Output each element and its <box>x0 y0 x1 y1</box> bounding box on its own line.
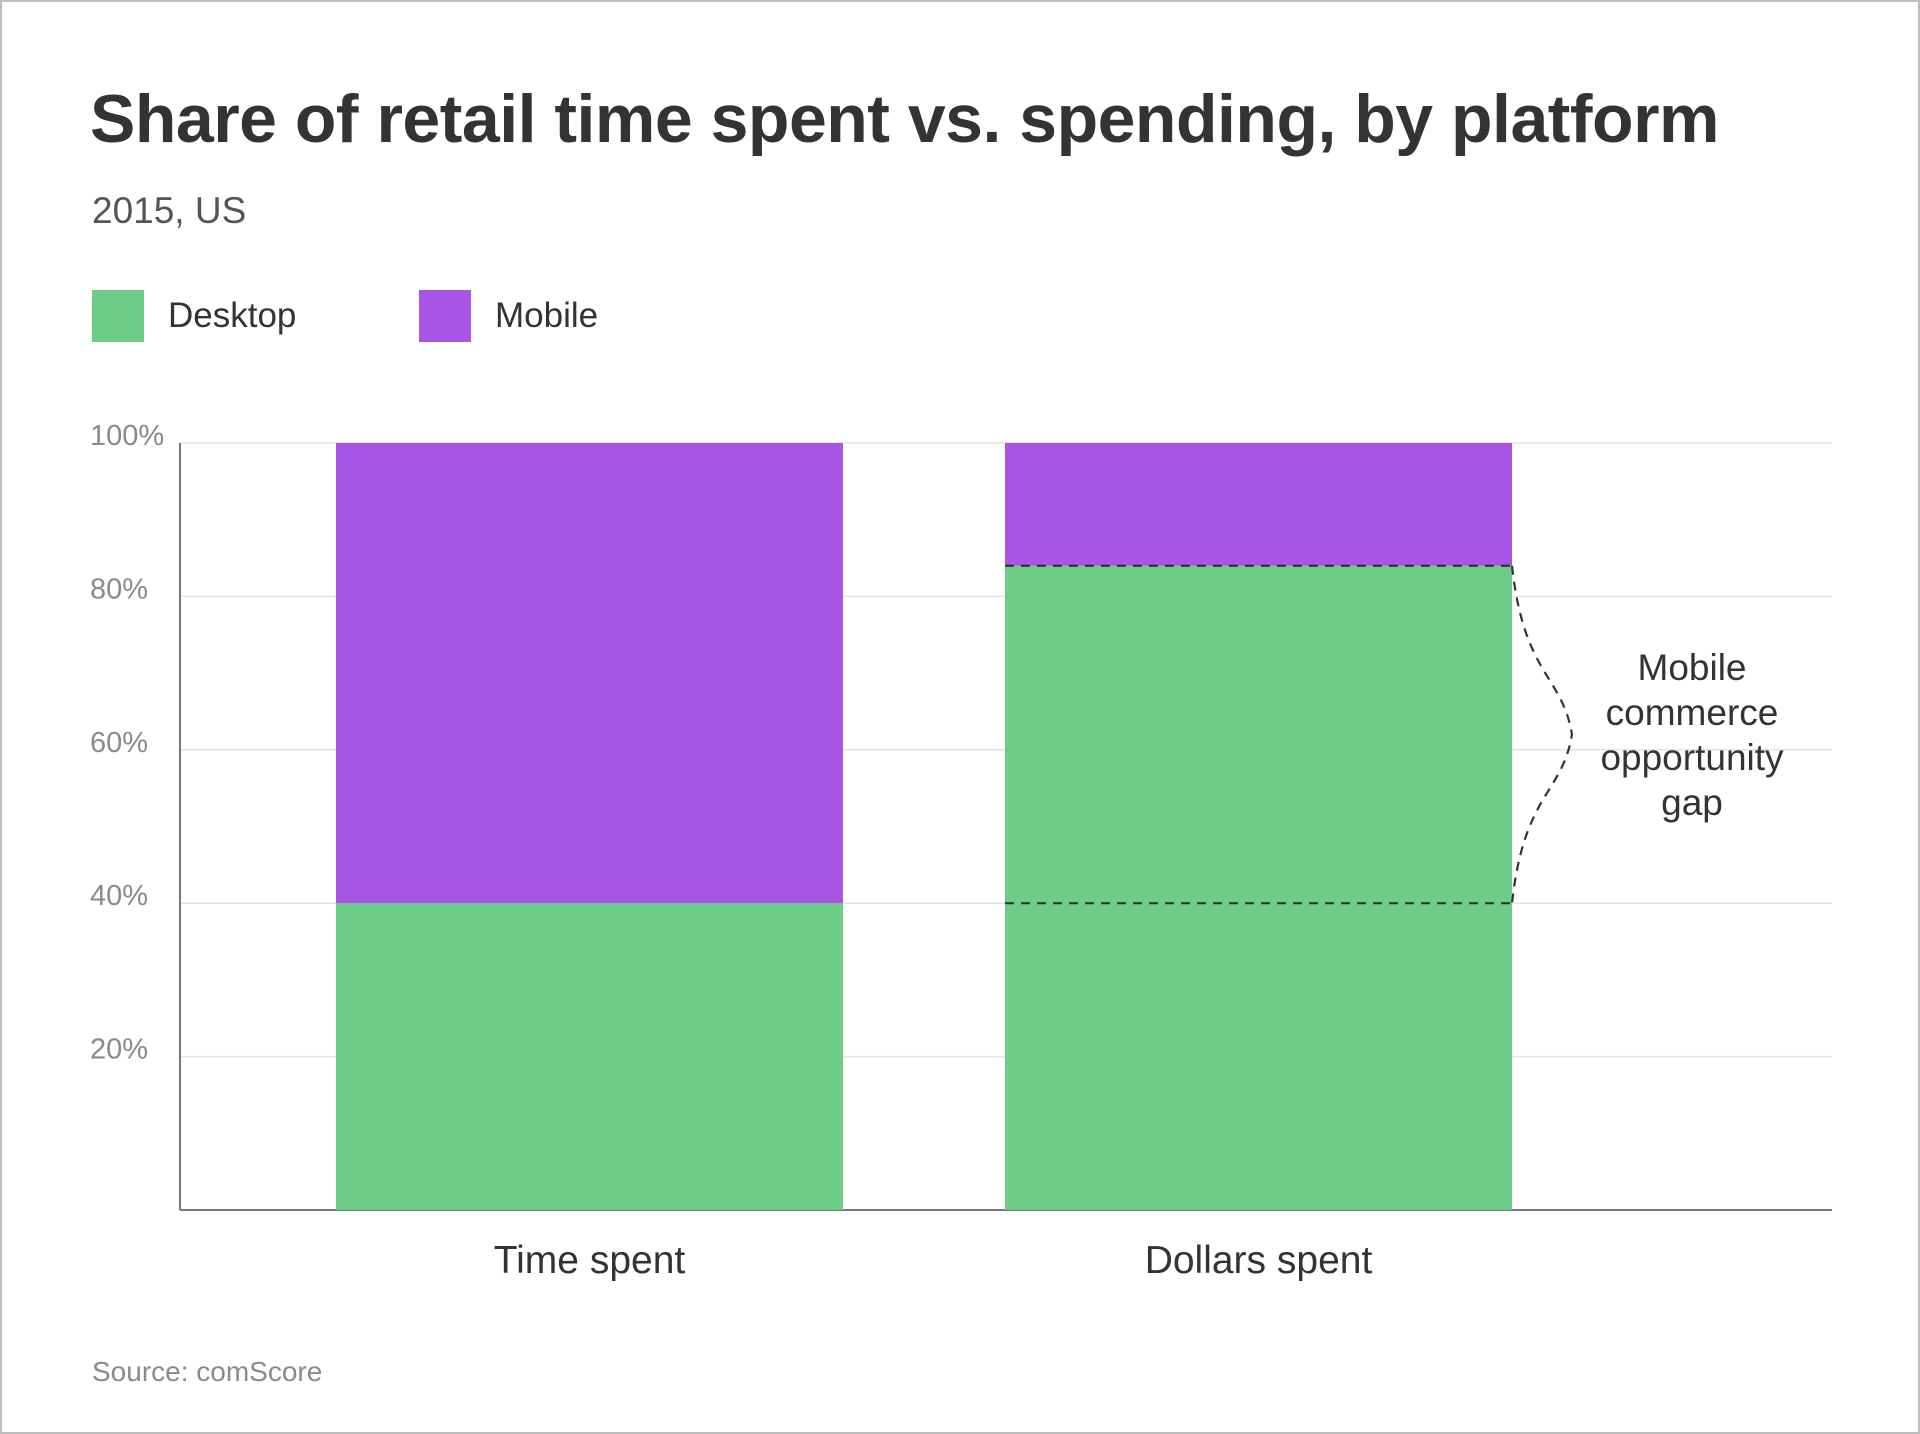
bar-mobile-dollars-spent <box>1005 443 1512 566</box>
y-tick-label-100: 100% <box>90 420 164 452</box>
legend-label-mobile: Mobile <box>495 296 599 335</box>
bar-mobile-time-spent <box>336 443 843 904</box>
y-tick-label-60: 60% <box>90 727 148 759</box>
chart-title: Share of retail time spent vs. spending,… <box>90 81 1720 157</box>
bar-desktop-time-spent <box>336 903 843 1210</box>
chart-subtitle: 2015, US <box>92 190 247 231</box>
y-tick-label-40: 40% <box>90 880 148 912</box>
y-tick-label-20: 20% <box>90 1034 148 1066</box>
source-note: Source: comScore <box>92 1356 323 1387</box>
legend-swatch-mobile <box>419 290 471 342</box>
annotation-text-line-2: commerce <box>1606 692 1779 733</box>
x-category-label-time-spent: Time spent <box>494 1239 686 1282</box>
legend-swatch-desktop <box>92 290 144 342</box>
y-tick-label-80: 80% <box>90 573 148 605</box>
x-category-label-dollars-spent: Dollars spent <box>1145 1239 1373 1282</box>
annotation-text-line-1: Mobile <box>1638 647 1747 688</box>
bar-desktop-dollars-spent <box>1005 565 1512 1210</box>
annotation-text-line-3: opportunity <box>1600 737 1784 778</box>
annotation-text-line-4: gap <box>1661 782 1723 823</box>
legend-label-desktop: Desktop <box>168 296 297 335</box>
annotation-brace <box>1510 565 1574 904</box>
